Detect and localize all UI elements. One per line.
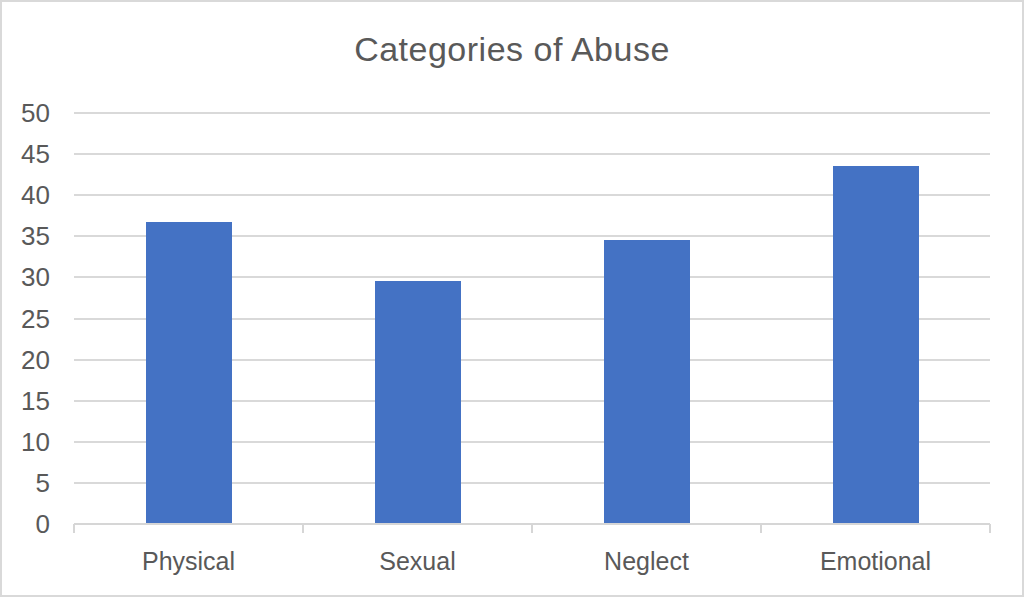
y-tick-label: 35: [2, 221, 50, 251]
y-tick-label: 45: [2, 139, 50, 169]
bar-neglect: [604, 240, 690, 524]
x-axis-tick: [531, 524, 533, 533]
gridline: [74, 153, 990, 155]
x-axis-tick: [760, 524, 762, 533]
y-tick-label: 20: [2, 345, 50, 375]
y-tick-label: 40: [2, 180, 50, 210]
y-tick-label: 30: [2, 262, 50, 292]
y-tick-label: 10: [2, 427, 50, 457]
x-axis-tick: [989, 524, 991, 533]
bar-chart: Categories of Abuse 0 5 10 15 20 25 30 35 40 45 50…: [0, 0, 1024, 597]
bar-sexual: [375, 281, 461, 524]
x-tick-label: Physical: [74, 547, 303, 575]
chart-title: Categories of Abuse: [2, 30, 1022, 69]
y-tick-label: 0: [2, 509, 50, 539]
bar-physical: [146, 222, 232, 524]
x-axis-tick: [73, 524, 75, 533]
plot-area: [74, 113, 990, 524]
x-tick-label: Sexual: [303, 547, 532, 575]
y-tick-label: 50: [2, 98, 50, 128]
bar-emotional: [833, 166, 919, 524]
gridline: [74, 112, 990, 114]
y-tick-label: 25: [2, 304, 50, 334]
x-tick-label: Neglect: [532, 547, 761, 575]
y-tick-label: 15: [2, 386, 50, 416]
x-axis-tick: [302, 524, 304, 533]
x-tick-label: Emotional: [761, 547, 990, 575]
y-tick-label: 5: [2, 468, 50, 498]
